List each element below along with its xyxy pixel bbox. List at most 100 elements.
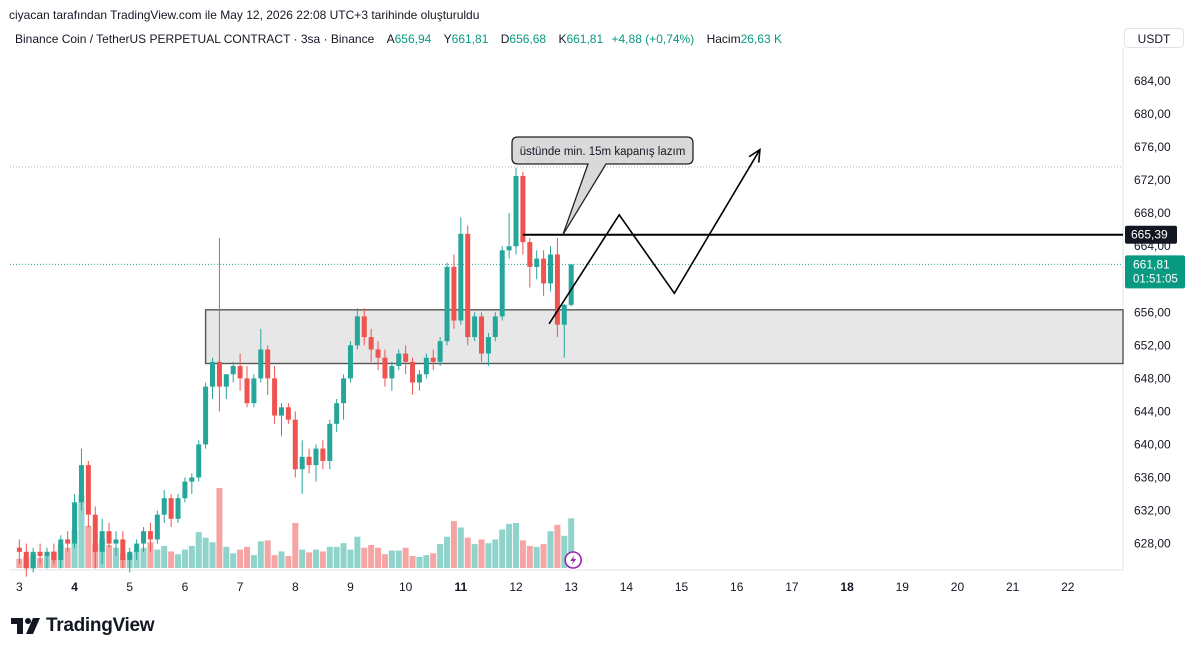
volume-bar bbox=[513, 522, 520, 568]
volume-bar bbox=[202, 537, 209, 568]
candle bbox=[258, 328, 264, 383]
x-tick-label: 18 bbox=[840, 580, 854, 594]
candle-body bbox=[244, 378, 250, 404]
candle bbox=[541, 250, 547, 296]
lightning-icon-bolt bbox=[570, 555, 577, 565]
y-tick-label: 672,00 bbox=[1134, 173, 1171, 187]
candle bbox=[85, 460, 91, 528]
candle-body bbox=[278, 407, 284, 416]
open-value: 656,94 bbox=[394, 32, 432, 46]
candle bbox=[44, 547, 50, 569]
volume-bar bbox=[257, 541, 264, 568]
candle bbox=[430, 349, 436, 371]
candle bbox=[216, 237, 222, 412]
y-tick-label: 684,00 bbox=[1134, 74, 1171, 88]
x-tick-label: 13 bbox=[565, 580, 579, 594]
close-value: 661,81 bbox=[566, 32, 604, 46]
candle bbox=[244, 365, 250, 408]
candle-body bbox=[451, 266, 457, 321]
volume-bar bbox=[533, 546, 540, 568]
volume-bar bbox=[264, 540, 271, 568]
candle bbox=[189, 473, 195, 495]
volume-bar bbox=[402, 547, 409, 568]
volume-bar bbox=[430, 553, 437, 568]
candle bbox=[292, 411, 298, 478]
candle-body bbox=[485, 337, 491, 354]
candle-body bbox=[285, 407, 291, 420]
volume-bar bbox=[181, 549, 188, 568]
chart-caption: ciyacan tarafından TradingView.com ile M… bbox=[9, 8, 480, 22]
candle bbox=[341, 374, 347, 420]
volume-bar bbox=[175, 554, 182, 568]
lightning-icon[interactable] bbox=[564, 551, 582, 569]
currency-button[interactable]: USDT bbox=[1124, 28, 1184, 48]
candle bbox=[534, 250, 540, 280]
volume-bar bbox=[416, 556, 423, 568]
candle-body bbox=[334, 403, 340, 424]
candle bbox=[527, 237, 533, 288]
candle bbox=[423, 353, 429, 379]
low-value: 656,68 bbox=[509, 32, 547, 46]
candle-body bbox=[534, 258, 540, 267]
candle bbox=[410, 357, 416, 395]
volume-bar bbox=[209, 542, 216, 568]
volume-bar bbox=[409, 556, 416, 568]
candle-body bbox=[361, 316, 367, 338]
candle bbox=[437, 337, 443, 366]
symbol-title[interactable]: Binance Coin / TetherUS PERPETUAL CONTRA… bbox=[15, 32, 375, 46]
candle-body bbox=[196, 444, 202, 478]
candle-body bbox=[292, 419, 298, 470]
candle bbox=[203, 382, 209, 449]
candle bbox=[251, 374, 257, 408]
candle bbox=[23, 543, 29, 577]
last-price-tag bbox=[1125, 255, 1185, 289]
candle-body bbox=[72, 502, 78, 544]
tradingview-logo: TradingView bbox=[11, 615, 155, 637]
candle-body bbox=[272, 378, 278, 416]
volume-bar bbox=[188, 545, 195, 568]
candle-body bbox=[306, 456, 312, 466]
candle bbox=[499, 246, 505, 321]
symbol-legend: Binance Coin / TetherUS PERPETUAL CONTRA… bbox=[15, 32, 782, 46]
candle bbox=[520, 171, 526, 255]
volume-bar bbox=[506, 523, 513, 568]
candle-body bbox=[182, 481, 188, 499]
candle bbox=[113, 531, 119, 556]
tradingview-logo-text: TradingView bbox=[46, 615, 155, 636]
candle-body bbox=[30, 551, 36, 569]
candle-body bbox=[375, 349, 381, 358]
volume-bar bbox=[71, 530, 78, 568]
candle-body bbox=[99, 531, 105, 552]
candle-body bbox=[141, 531, 147, 544]
volume-bar bbox=[361, 547, 368, 568]
volume-value: 26,63 K bbox=[740, 32, 782, 46]
candle bbox=[313, 444, 319, 482]
volume-bar bbox=[140, 547, 147, 568]
candle-body bbox=[44, 551, 50, 556]
volume-bar bbox=[216, 488, 223, 568]
candle-body bbox=[85, 465, 91, 515]
candle-body bbox=[527, 242, 533, 267]
y-tick-label: 628,00 bbox=[1134, 537, 1171, 551]
volume-bar bbox=[78, 495, 85, 568]
candle bbox=[361, 308, 367, 346]
candle-body bbox=[389, 365, 395, 379]
candle bbox=[78, 448, 84, 511]
volume-bar bbox=[561, 535, 568, 568]
candle bbox=[472, 312, 478, 342]
candle bbox=[272, 365, 278, 424]
volume-bar bbox=[485, 543, 492, 568]
candle bbox=[58, 535, 64, 569]
projection-arrow-head bbox=[748, 148, 761, 163]
candle-body bbox=[499, 250, 505, 317]
candle bbox=[492, 312, 498, 342]
candle bbox=[458, 217, 464, 325]
candle-body bbox=[396, 353, 402, 366]
volume-bar bbox=[519, 540, 526, 568]
x-tick-label: 9 bbox=[347, 580, 354, 594]
x-tick-label: 12 bbox=[509, 580, 523, 594]
price-chart[interactable]: üstünde min. 15m kapanış lazım 628,00 632,… bbox=[0, 0, 1200, 600]
candle-body bbox=[223, 374, 229, 387]
candle bbox=[403, 345, 409, 375]
candle-body bbox=[258, 349, 264, 379]
